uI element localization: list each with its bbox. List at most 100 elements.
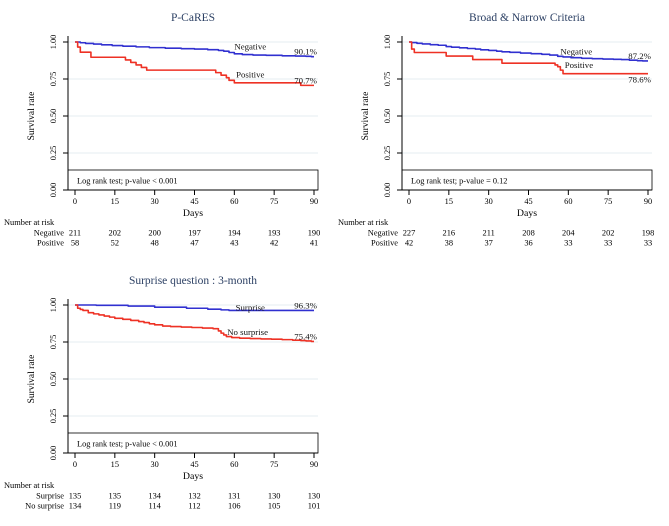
risk-value: 33 [644, 239, 652, 248]
chart-title: Broad & Narrow Criteria [469, 12, 585, 24]
curve-label: Positive [565, 60, 593, 70]
risk-value: 114 [149, 502, 162, 511]
risk-value: 106 [228, 502, 241, 511]
risk-row-label: Negative [368, 229, 399, 238]
y-tick-label: 0.25 [49, 409, 58, 424]
end-value-label: 96.3% [294, 300, 317, 310]
risk-table-header: Number at risk [4, 481, 55, 490]
y-tick-label: 0.75 [49, 335, 58, 350]
curve-positive [75, 41, 314, 87]
risk-value: 135 [69, 492, 82, 501]
risk-value: 101 [308, 502, 321, 511]
y-tick-label: 0.75 [383, 72, 392, 87]
curve-negative [409, 41, 648, 62]
y-tick-label: 0.50 [383, 109, 392, 124]
risk-value: 202 [602, 229, 615, 238]
curve-no-surprise [75, 304, 314, 343]
x-tick-label: 45 [524, 197, 532, 206]
risk-value: 204 [562, 229, 575, 238]
curve-label: Positive [236, 69, 264, 79]
risk-table-header: Number at risk [338, 218, 389, 227]
risk-value: 33 [564, 239, 572, 248]
x-axis-label: Days [183, 208, 203, 219]
km-chart-broad-narrow: Broad & Narrow Criteria Survival rate 0.00… [338, 12, 655, 248]
x-tick-label: 0 [73, 197, 77, 206]
x-tick-label: 30 [151, 197, 159, 206]
y-tick-label: 0.00 [383, 183, 392, 198]
x-tick-label: 60 [230, 460, 238, 469]
risk-value: 200 [148, 229, 161, 238]
risk-value: 48 [150, 239, 158, 248]
x-tick-label: 45 [190, 197, 198, 206]
risk-value: 130 [308, 492, 321, 501]
y-axis-label: Survival rate [27, 355, 37, 404]
y-tick-label: 0.75 [49, 72, 58, 87]
y-tick-label: 0.50 [49, 109, 58, 124]
risk-value: 132 [188, 492, 201, 501]
risk-value: 47 [190, 239, 198, 248]
km-chart-p-cares: P-CaRES Survival rate 0.00 0.25 0.50 0.75 1.00… [4, 12, 321, 248]
curve-label: Negative [560, 47, 592, 57]
risk-table-header: Number at risk [4, 218, 55, 227]
curve-surprise [75, 304, 314, 312]
x-tick-label: 60 [230, 197, 238, 206]
panel-p-cares: P-CaRES Survival rate 0.00 0.25 0.50 0.75 1.00… [0, 0, 335, 263]
end-value-label: 87.2% [628, 51, 651, 61]
y-tick-label: 1.00 [49, 298, 58, 313]
x-tick-label: 90 [310, 197, 318, 206]
risk-value: 194 [228, 229, 241, 238]
risk-value: 41 [310, 239, 318, 248]
x-tick-label: 60 [564, 197, 572, 206]
x-tick-label: 15 [111, 460, 119, 469]
risk-value: 190 [308, 229, 321, 238]
y-tick-label: 1.00 [49, 35, 58, 50]
end-value-label: 75.4% [294, 331, 317, 341]
end-value-label: 90.1% [294, 47, 317, 57]
x-tick-label: 15 [111, 197, 119, 206]
risk-value: 112 [188, 502, 200, 511]
x-tick-label: 30 [151, 460, 159, 469]
x-tick-label: 75 [270, 460, 278, 469]
risk-value: 193 [268, 229, 281, 238]
curve-negative [75, 41, 314, 58]
risk-value: 197 [188, 229, 201, 238]
y-axis-label: Survival rate [27, 92, 37, 141]
logrank-box [67, 432, 319, 454]
risk-value: 131 [228, 492, 241, 501]
risk-value: 119 [109, 502, 121, 511]
km-chart-surprise-question: Surprise question : 3-month Survival rate… [4, 275, 321, 511]
risk-value: 227 [403, 229, 416, 238]
curve-label: No surprise [227, 327, 268, 337]
risk-row-label: Positive [37, 239, 64, 248]
risk-value: 36 [524, 239, 532, 248]
end-value-label: 78.6% [628, 75, 651, 85]
risk-value: 198 [642, 229, 655, 238]
end-value-label: 70.7% [294, 75, 317, 85]
risk-value: 216 [443, 229, 456, 238]
x-tick-label: 45 [190, 460, 198, 469]
risk-row-label: Surprise [36, 492, 64, 501]
panel-broad-narrow: Broad & Narrow Criteria Survival rate 0.00… [334, 0, 669, 263]
risk-value: 134 [148, 492, 161, 501]
logrank-text: Log rank test; p-value = 0.12 [411, 177, 507, 186]
risk-value: 134 [69, 502, 82, 511]
risk-value: 211 [483, 229, 495, 238]
logrank-text: Log rank test; p-value < 0.001 [77, 177, 178, 186]
chart-title: Surprise question : 3-month [129, 275, 257, 287]
y-tick-label: 0.00 [49, 183, 58, 198]
risk-value: 105 [268, 502, 281, 511]
curve-label: Negative [234, 41, 266, 51]
logrank-text: Log rank test; p-value < 0.001 [77, 440, 178, 449]
risk-row-label: No surprise [25, 502, 64, 511]
y-tick-label: 0.25 [49, 146, 58, 161]
risk-value: 33 [604, 239, 612, 248]
curve-label: Surprise [236, 302, 265, 312]
x-axis-label: Days [517, 208, 537, 219]
y-tick-label: 0.50 [49, 372, 58, 387]
y-tick-label: 0.25 [383, 146, 392, 161]
x-tick-label: 90 [644, 197, 652, 206]
x-tick-label: 90 [310, 460, 318, 469]
risk-row-label: Negative [34, 229, 65, 238]
logrank-box [401, 169, 653, 191]
